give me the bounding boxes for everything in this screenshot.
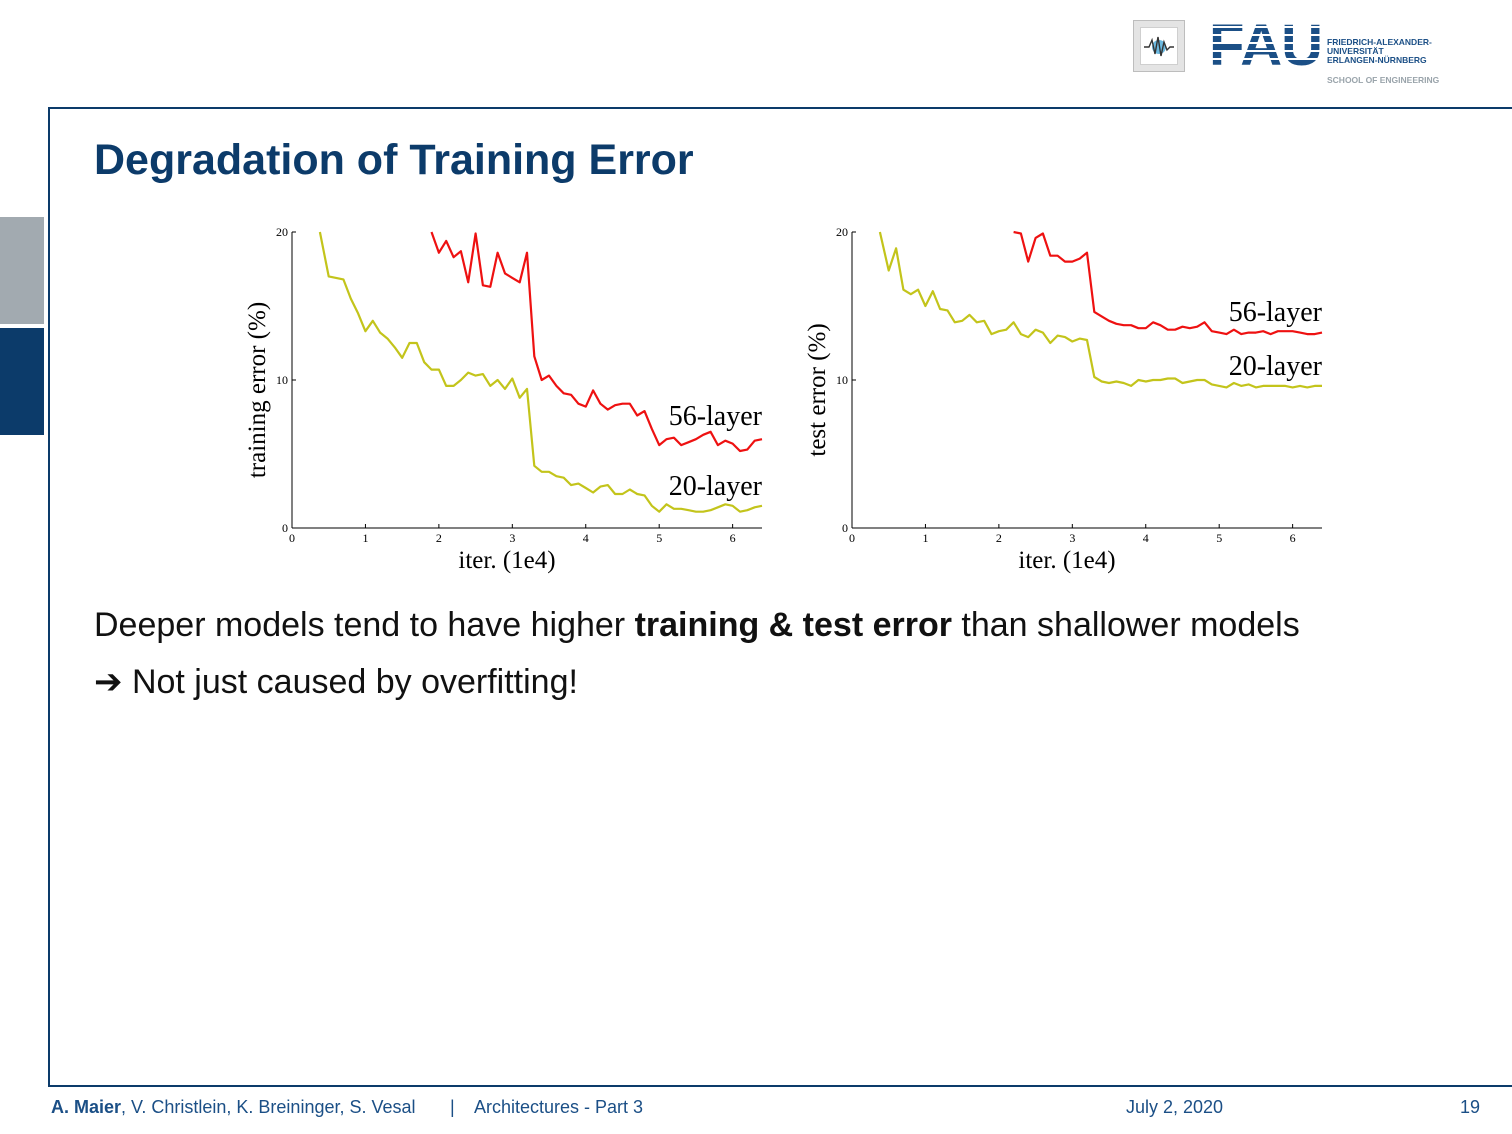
x-tick-label: 4 bbox=[583, 531, 589, 545]
footer: A. Maier, V. Christlein, K. Breininger, … bbox=[0, 1094, 1512, 1124]
faculty-logo-icon bbox=[1133, 20, 1185, 72]
x-tick-label: 3 bbox=[1069, 531, 1075, 545]
body-bold-text: training & test error bbox=[634, 606, 952, 644]
series-line-56-layer bbox=[1013, 230, 1323, 336]
school-name: SCHOOL OF ENGINEERING bbox=[1327, 75, 1440, 85]
university-logo: FAU FRIEDRICH-ALEXANDER- UNIVERSITÄT ERL… bbox=[1133, 13, 1463, 88]
y-tick-label: 0 bbox=[842, 521, 848, 535]
legend-label-20-layer: 20-layer bbox=[669, 471, 763, 502]
legend-label-20-layer: 20-layer bbox=[1229, 351, 1323, 382]
footer-authors: A. Maier, V. Christlein, K. Breininger, … bbox=[51, 1097, 416, 1117]
y-tick-label: 0 bbox=[282, 521, 288, 535]
x-tick-label: 2 bbox=[436, 531, 442, 545]
university-name: FRIEDRICH-ALEXANDER- UNIVERSITÄT ERLANGE… bbox=[1327, 37, 1432, 65]
arrow-icon: ➔ bbox=[94, 663, 123, 701]
x-tick-label: 2 bbox=[996, 531, 1002, 545]
side-tab-inactive[interactable] bbox=[0, 217, 44, 324]
figure-area: 0 1 2 3 4 5 6 0 10 20 iter. (1e4) training error (%… bbox=[230, 215, 1340, 585]
x-tick-label: 0 bbox=[289, 531, 295, 545]
x-tick-label: 6 bbox=[1290, 531, 1296, 545]
side-tab-active[interactable] bbox=[0, 328, 44, 435]
x-tick-label: 6 bbox=[730, 531, 736, 545]
y-tick-label: 20 bbox=[276, 225, 288, 239]
body-text: Deeper models tend to have higher traini… bbox=[94, 606, 1300, 644]
x-axis-label: iter. (1e4) bbox=[458, 547, 555, 574]
page-number: 19 bbox=[1460, 1097, 1481, 1117]
x-tick-label: 5 bbox=[1216, 531, 1222, 545]
footer-lecture: Architectures - Part 3 bbox=[474, 1097, 644, 1117]
x-tick-label: 1 bbox=[362, 531, 368, 545]
series-line-20-layer bbox=[318, 231, 763, 513]
footer-separator: | bbox=[450, 1097, 455, 1117]
slide-frame bbox=[48, 107, 1512, 1087]
y-axis-label: training error (%) bbox=[244, 302, 271, 478]
slide-title: Degradation of Training Error bbox=[94, 136, 694, 184]
test-error-chart: 0 1 2 3 4 5 6 0 10 20 iter. (1e4) test error (%) 56-… bbox=[804, 225, 1323, 574]
x-tick-label: 0 bbox=[849, 531, 855, 545]
y-tick-label: 10 bbox=[836, 373, 848, 387]
y-axis-label: test error (%) bbox=[804, 323, 831, 456]
footer-date: July 2, 2020 bbox=[1126, 1097, 1224, 1117]
x-tick-label: 5 bbox=[656, 531, 662, 545]
series-line-56-layer bbox=[430, 231, 763, 453]
y-tick-label: 10 bbox=[276, 373, 288, 387]
training-error-chart: 0 1 2 3 4 5 6 0 10 20 iter. (1e4) training error (%… bbox=[244, 225, 763, 574]
series-line-20-layer bbox=[878, 231, 1322, 389]
x-tick-label: 4 bbox=[1143, 531, 1149, 545]
x-tick-label: 3 bbox=[509, 531, 515, 545]
fau-logo-text: FAU bbox=[1209, 13, 1323, 78]
y-tick-label: 20 bbox=[836, 225, 848, 239]
legend-label-56-layer: 56-layer bbox=[1229, 297, 1323, 328]
legend-label-56-layer: 56-layer bbox=[669, 401, 763, 432]
x-tick-label: 1 bbox=[922, 531, 928, 545]
conclusion-text: ➔ Not just caused by overfitting! bbox=[94, 663, 578, 701]
x-axis-label: iter. (1e4) bbox=[1018, 547, 1115, 574]
